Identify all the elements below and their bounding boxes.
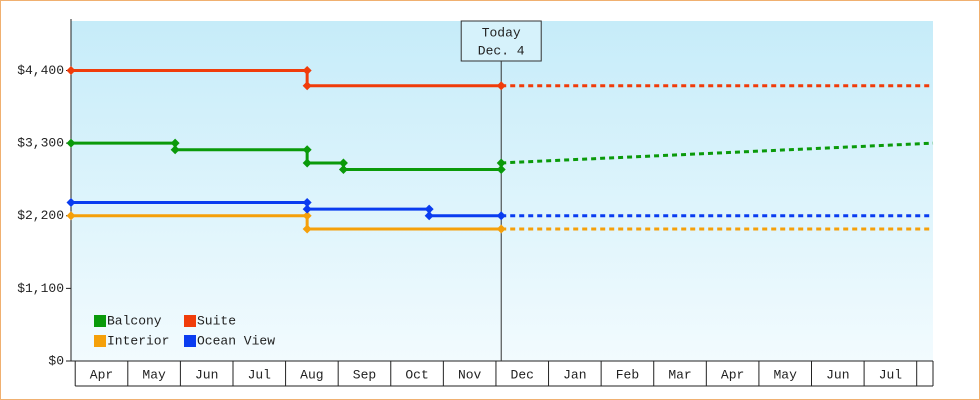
- x-tick-label: Jul: [248, 367, 272, 382]
- price-marker: [302, 224, 312, 234]
- legend-swatch: [94, 335, 106, 347]
- x-tick-label: Jun: [826, 367, 849, 382]
- price-marker: [170, 145, 180, 155]
- price-marker: [66, 198, 76, 208]
- price-marker: [302, 198, 312, 208]
- x-tick-label: Nov: [458, 367, 482, 382]
- price-marker: [496, 224, 506, 234]
- price-marker: [170, 138, 180, 148]
- y-tick-label: $1,100: [17, 281, 64, 296]
- x-tick-label: Jan: [563, 367, 586, 382]
- price-marker: [338, 165, 348, 175]
- price-marker: [302, 204, 312, 214]
- price-marker: [302, 158, 312, 168]
- price-marker: [424, 204, 434, 214]
- y-tick-label: $0: [48, 353, 64, 368]
- legend-swatch: [94, 315, 106, 327]
- x-tick-label: Feb: [616, 367, 639, 382]
- x-tick-label: Jun: [195, 367, 218, 382]
- price-line: [71, 201, 502, 218]
- today-label: Dec. 4: [478, 43, 525, 58]
- y-tick-label: $2,200: [17, 208, 64, 223]
- price-marker: [302, 211, 312, 221]
- x-tick-label: May: [774, 367, 798, 382]
- legend-label: Ocean View: [197, 333, 275, 348]
- price-marker: [496, 81, 506, 91]
- price-marker: [66, 211, 76, 221]
- price-marker: [302, 66, 312, 76]
- price-marker: [302, 81, 312, 91]
- x-tick-label: Jul: [879, 367, 903, 382]
- price-line: [71, 214, 502, 231]
- legend-swatch: [184, 315, 196, 327]
- legend-swatch: [184, 335, 196, 347]
- price-marker: [496, 211, 506, 221]
- price-marker: [338, 158, 348, 168]
- price-line: [71, 69, 502, 88]
- price-marker: [66, 138, 76, 148]
- x-tick-label: Oct: [405, 367, 428, 382]
- price-marker: [496, 158, 506, 168]
- legend-label: Balcony: [107, 313, 162, 328]
- price-marker: [302, 145, 312, 155]
- x-tick-label: Apr: [721, 367, 744, 382]
- y-tick-label: $4,400: [17, 63, 64, 78]
- legend-label: Suite: [197, 313, 236, 328]
- x-tick-label: Mar: [668, 367, 691, 382]
- plot-area: [71, 21, 933, 361]
- x-tick-label: May: [142, 367, 166, 382]
- price-marker: [66, 66, 76, 76]
- x-tick-label: Dec: [511, 367, 534, 382]
- projection-line: [501, 141, 934, 165]
- y-tick-label: $3,300: [17, 136, 64, 151]
- price-marker: [424, 211, 434, 221]
- price-marker: [496, 165, 506, 175]
- legend-label: Interior: [107, 333, 169, 348]
- x-tick-label: Apr: [90, 367, 113, 382]
- today-box: [460, 20, 542, 62]
- x-tick-label: Sep: [353, 367, 376, 382]
- today-label: Today: [482, 25, 521, 40]
- x-tick-label: Aug: [300, 367, 323, 382]
